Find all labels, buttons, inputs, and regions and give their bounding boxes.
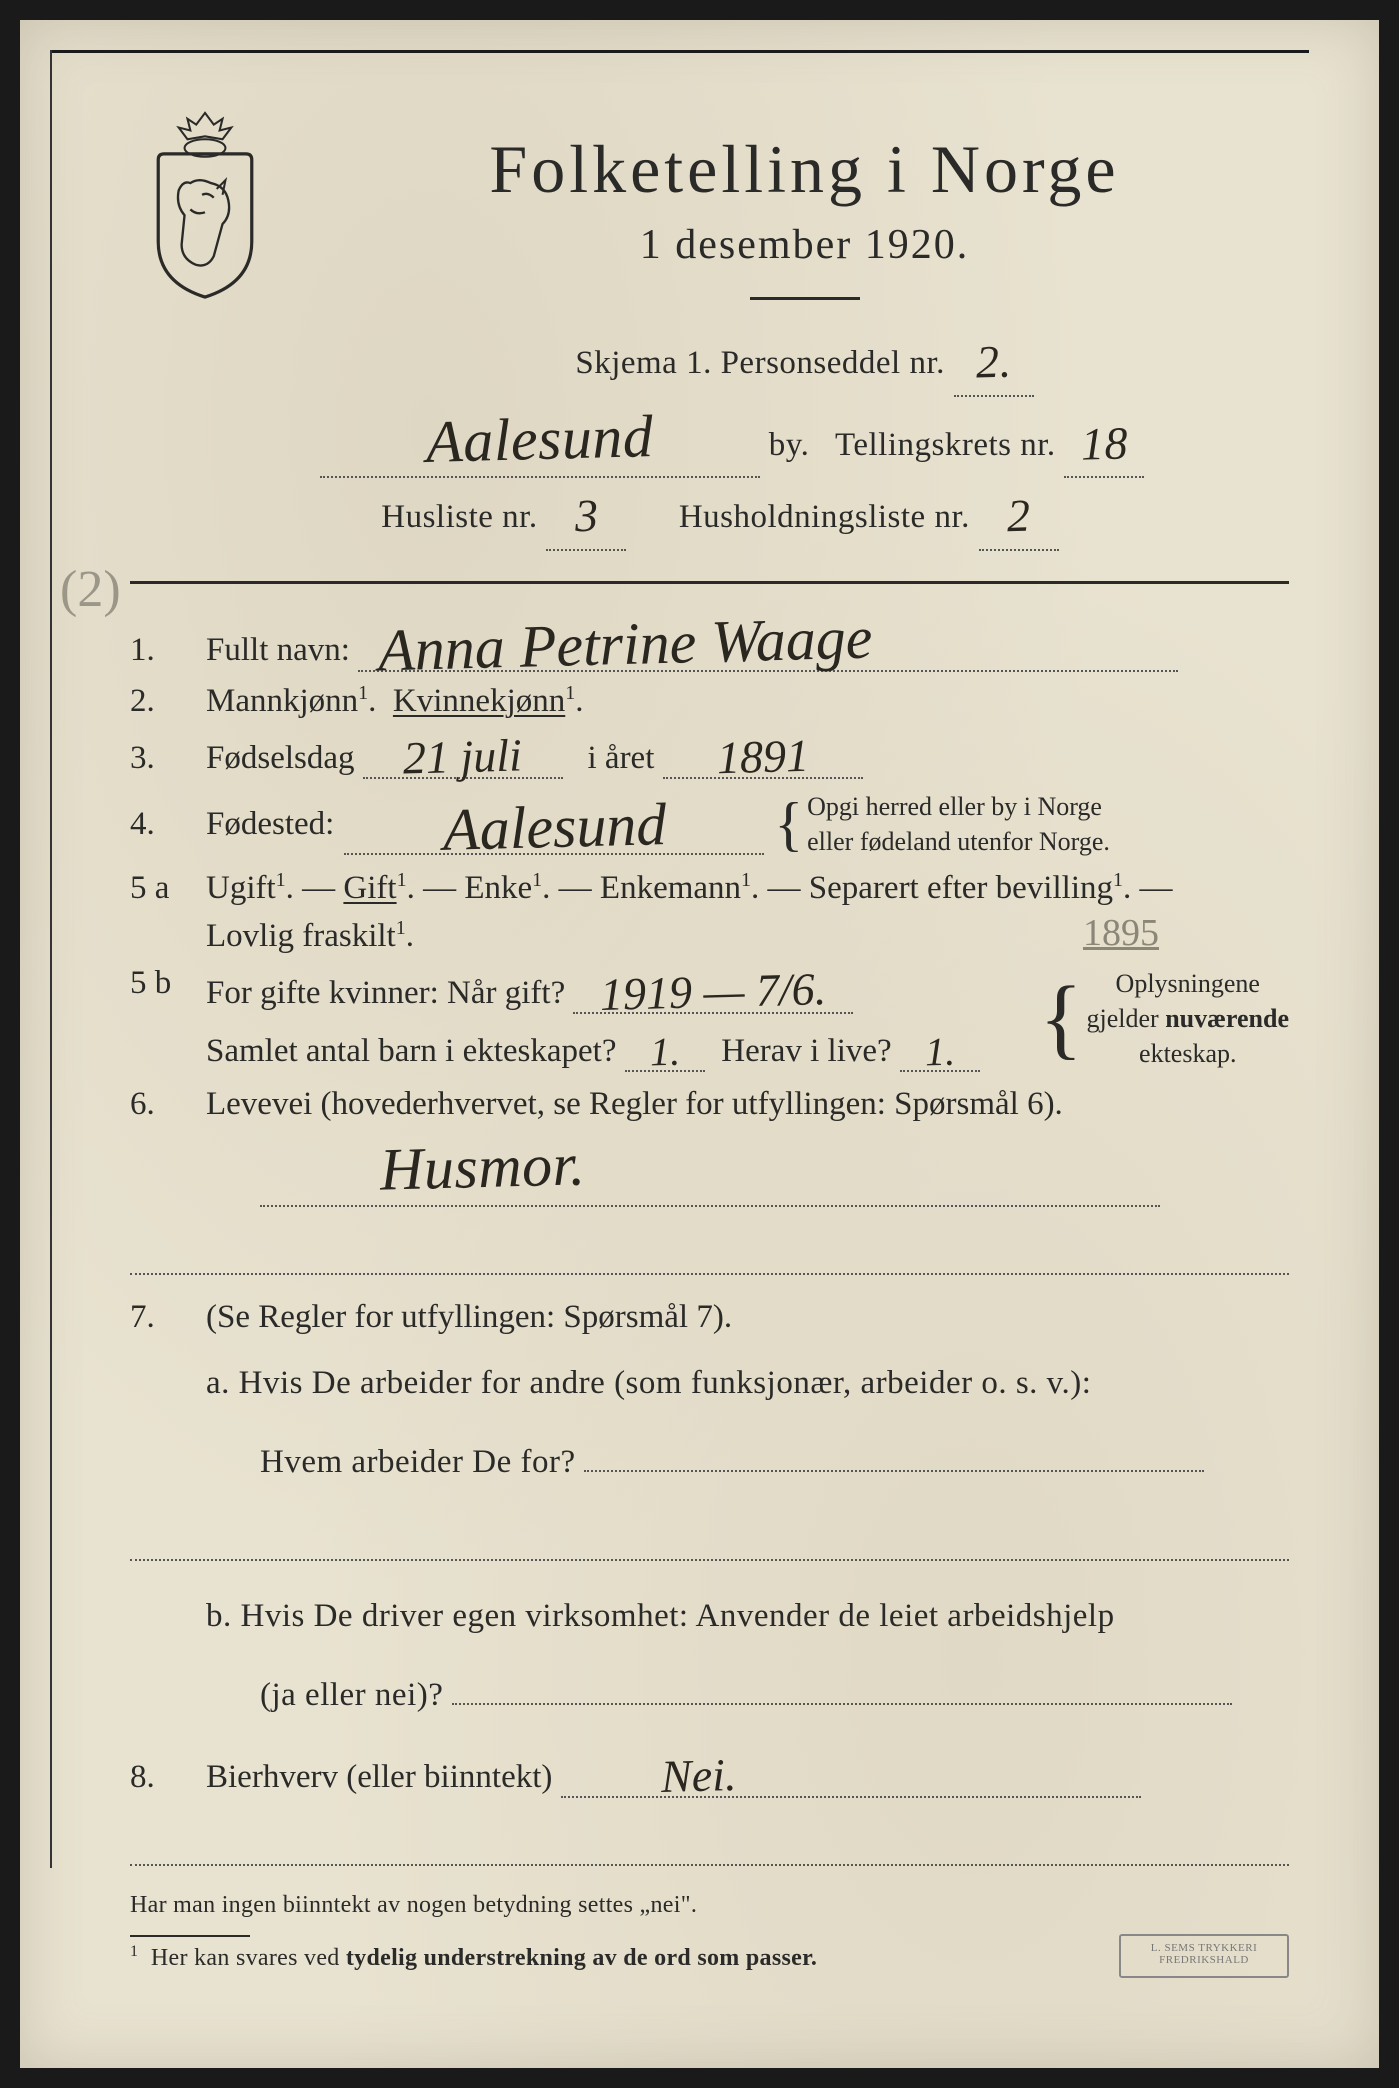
- husholdning-nr: 2: [1006, 493, 1031, 540]
- q5a-separert: Separert efter bevilling: [809, 870, 1113, 906]
- top-border: [50, 50, 1309, 53]
- q5a-enkemann: Enkemann: [600, 870, 741, 906]
- personseddel-nr: 2.: [975, 339, 1012, 386]
- q6-blank-line: [130, 1235, 1289, 1275]
- q6: 6. Levevei (hovederhvervet, se Regler fo…: [130, 1086, 1289, 1123]
- q7a-blank: [130, 1521, 1289, 1561]
- left-border: [50, 50, 52, 1868]
- census-form-page: (2) Folketelling i Norge 1 desember 1920…: [20, 20, 1379, 2068]
- q7a: a. Hvis De arbeider for andre (som funks…: [130, 1352, 1289, 1415]
- q4-note: Opgi herred eller by i Norge eller fødel…: [807, 789, 1137, 859]
- q2: 2. Mannkjønn1. Kvinnekjønn1.: [130, 682, 1289, 720]
- q5b-barn: 1.: [649, 1032, 680, 1073]
- q7a-label: a. Hvis De arbeider for andre (som funks…: [206, 1365, 1091, 1401]
- footer-note-1: Har man ingen biinntekt av nogen betydni…: [130, 1892, 1289, 1919]
- coat-of-arms-icon: [130, 110, 280, 300]
- q6-label: Levevei (hovederhvervet, se Regler for u…: [206, 1086, 1063, 1122]
- q6-value: Husmor.: [379, 1135, 586, 1200]
- q8-value: Nei.: [660, 1752, 737, 1800]
- q5b-ilive: 1.: [924, 1032, 955, 1073]
- title-block: Folketelling i Norge 1 desember 1920. Sk…: [320, 110, 1289, 551]
- q5b-note-1: Oplysningene: [1116, 969, 1260, 998]
- footer-note-2: 1 Her kan svares ved tydelig understrekn…: [130, 1943, 1289, 1972]
- q5b-year: 1919 — 7/6.: [600, 966, 827, 1018]
- stamp-line-1: L. SEMS TRYKKERI: [1151, 1942, 1258, 1954]
- tellingskrets-nr: 18: [1080, 420, 1128, 467]
- q5a-num: 5 a: [130, 870, 186, 907]
- margin-pencil-note: (2): [60, 560, 121, 619]
- q3: 3. Fødselsdag 21 juli i året 1891: [130, 730, 1289, 779]
- main-title: Folketelling i Norge: [320, 130, 1289, 209]
- title-divider: [750, 297, 860, 300]
- q2-mannkjonn: Mannkjønn: [206, 683, 358, 719]
- q5b-note-3: ekteskap.: [1139, 1039, 1236, 1068]
- husliste-label: Husliste nr.: [381, 499, 537, 535]
- q5a-gift: Gift: [343, 870, 396, 906]
- meta-line-1: Skjema 1. Personseddel nr. 2.: [320, 332, 1289, 397]
- q5a-cont: Lovlig fraskilt1. 1895: [130, 917, 1289, 955]
- q5a-fraskilt: Lovlig fraskilt: [206, 918, 396, 954]
- q6-num: 6.: [130, 1086, 186, 1123]
- q5b-note-2: gjelder nuværende: [1087, 1004, 1289, 1033]
- by-value: Aalesund: [426, 406, 655, 472]
- skjema-label: Skjema 1. Personseddel nr.: [575, 345, 945, 381]
- tellingskrets-label: Tellingskrets nr.: [835, 427, 1056, 463]
- q5b-label: For gifte kvinner: Når gift?: [206, 975, 565, 1011]
- q1-num: 1.: [130, 632, 186, 669]
- q4-value: Aalesund: [442, 794, 667, 860]
- q8-label: Bierhverv (eller biinntekt): [206, 1759, 552, 1795]
- q5b-note-block: { Oplysningene gjelder nuværende ekteska…: [1039, 965, 1289, 1072]
- q8-blank: [130, 1826, 1289, 1866]
- q3-year: 1891: [716, 733, 809, 781]
- footnote-rule: [130, 1935, 250, 1937]
- q8: 8. Bierhverv (eller biinntekt) Nei.: [130, 1749, 1289, 1798]
- subtitle: 1 desember 1920.: [320, 221, 1289, 269]
- q2-kvinnekjonn: Kvinnekjønn: [393, 683, 565, 719]
- q4: 4. Fødested: Aalesund { Opgi herred elle…: [130, 789, 1289, 859]
- q1-label: Fullt navn:: [206, 632, 350, 668]
- q7b: b. Hvis De driver egen virksomhet: Anven…: [130, 1585, 1289, 1648]
- q7b-label: b. Hvis De driver egen virksomhet: Anven…: [206, 1598, 1115, 1634]
- q5a-ugift: Ugift: [206, 870, 276, 906]
- by-label: by.: [769, 427, 810, 463]
- q3-year-label: i året: [588, 740, 655, 776]
- q3-num: 3.: [130, 740, 186, 777]
- q4-num: 4.: [130, 806, 186, 843]
- q5a: 5 a Ugift1. — Gift1. — Enke1. — Enkemann…: [130, 869, 1289, 907]
- q8-num: 8.: [130, 1759, 186, 1796]
- q2-num: 2.: [130, 683, 186, 720]
- q7a-sub: Hvem arbeider De for?: [130, 1431, 1289, 1494]
- q5b-correction: 1895: [1083, 911, 1159, 955]
- printer-stamp: L. SEMS TRYKKERI FREDRIKSHALD: [1119, 1934, 1289, 1978]
- q5b-barn-label: Samlet antal barn i ekteskapet?: [206, 1033, 617, 1069]
- q6-value-line: Husmor.: [130, 1133, 1289, 1207]
- q1: 1. Fullt navn: Anna Petrine Waage: [130, 610, 1289, 672]
- q3-label: Fødselsdag: [206, 740, 355, 776]
- stamp-line-2: FREDRIKSHALD: [1159, 1954, 1249, 1966]
- q7b-sub-label: (ja eller nei)?: [260, 1677, 443, 1713]
- q7b-sub: (ja eller nei)?: [130, 1664, 1289, 1727]
- header: Folketelling i Norge 1 desember 1920. Sk…: [130, 110, 1289, 551]
- q7-label: (Se Regler for utfyllingen: Spørsmål 7).: [206, 1299, 732, 1335]
- q5b: 5 b For gifte kvinner: Når gift? 1919 — …: [130, 965, 1289, 1072]
- q7-num: 7.: [130, 1299, 186, 1336]
- q7: 7. (Se Regler for utfyllingen: Spørsmål …: [130, 1299, 1289, 1336]
- q1-value: Anna Petrine Waage: [377, 608, 873, 681]
- q5b-num: 5 b: [130, 965, 186, 1002]
- meta-line-2: Aalesund by. Tellingskrets nr. 18: [320, 405, 1289, 479]
- q3-day: 21 juli: [403, 733, 523, 782]
- q7a-sub-label: Hvem arbeider De for?: [260, 1444, 576, 1480]
- q4-label: Fødested:: [206, 806, 334, 843]
- section-divider: [130, 581, 1289, 584]
- husliste-nr: 3: [574, 493, 599, 540]
- husholdning-label: Husholdningsliste nr.: [679, 499, 970, 535]
- q4-note-block: { Opgi herred eller by i Norge eller fød…: [774, 789, 1137, 859]
- q5b-ilive-label: Herav i live?: [721, 1033, 891, 1069]
- meta-line-3: Husliste nr. 3 Husholdningsliste nr. 2: [320, 486, 1289, 551]
- q5a-enke: Enke: [464, 870, 532, 906]
